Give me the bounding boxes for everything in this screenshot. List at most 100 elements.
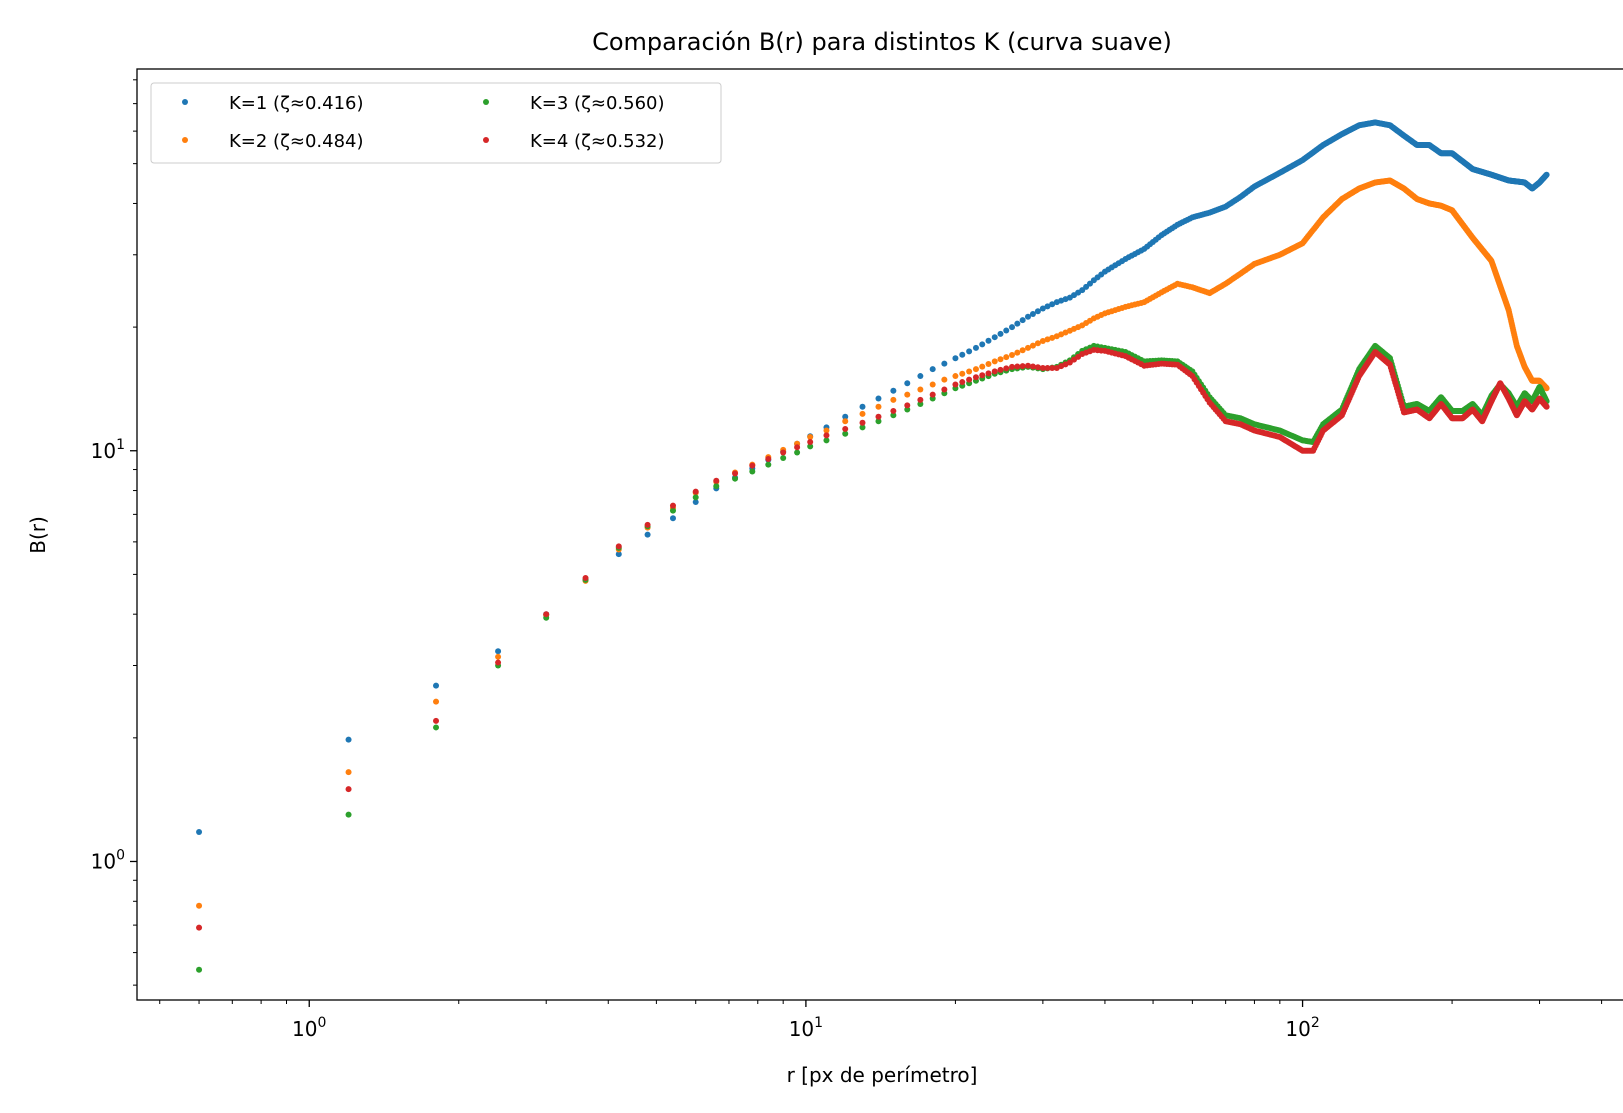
data-point (713, 483, 720, 490)
data-point (1009, 363, 1016, 370)
data-point (842, 425, 849, 432)
data-point (997, 356, 1004, 363)
data-point (1014, 349, 1021, 356)
data-point (765, 455, 772, 462)
data-point (1034, 340, 1041, 347)
data-point (794, 444, 801, 451)
data-point (875, 395, 882, 402)
data-point (823, 427, 830, 434)
data-point (941, 386, 948, 393)
data-point (495, 648, 502, 655)
data-point (997, 330, 1004, 337)
data-point (495, 659, 502, 666)
data-point (875, 403, 882, 410)
data-point (749, 462, 756, 469)
data-point (807, 434, 814, 441)
data-point (1019, 347, 1026, 354)
data-point (1024, 313, 1031, 320)
data-point (904, 380, 911, 387)
data-point (1044, 303, 1051, 310)
data-point (1029, 342, 1036, 349)
data-point (890, 396, 897, 403)
data-point (979, 372, 986, 379)
x-tick-label: 101 (789, 1015, 823, 1041)
data-point (1543, 403, 1550, 410)
data-point (1003, 354, 1010, 361)
data-point (890, 387, 897, 394)
data-point (997, 366, 1004, 373)
data-point (780, 455, 787, 462)
data-point (904, 402, 911, 409)
data-point (1034, 308, 1041, 315)
data-point (1049, 301, 1056, 308)
data-point (1049, 365, 1056, 372)
data-point (875, 418, 882, 425)
x-tick-label: 102 (1285, 1015, 1319, 1041)
legend-marker-k4 (483, 137, 489, 143)
legend-label-k3: K=3 (ζ≈0.560) (530, 93, 665, 114)
data-point (966, 368, 973, 375)
data-point (196, 924, 203, 931)
data-point (1029, 363, 1036, 370)
data-point (692, 499, 699, 506)
data-point (1014, 363, 1021, 370)
data-point (1009, 352, 1016, 359)
data-point (732, 470, 739, 477)
x-tick-label: 100 (292, 1015, 326, 1041)
data-point (823, 432, 830, 439)
data-point (433, 724, 440, 731)
data-point (972, 374, 979, 381)
data-point (692, 494, 699, 501)
data-point (1024, 344, 1031, 351)
data-point (669, 507, 676, 514)
data-point (917, 396, 924, 403)
data-point (1019, 363, 1026, 370)
data-point (732, 475, 739, 482)
legend-marker-k2 (182, 137, 188, 143)
data-point (1039, 365, 1046, 372)
data-point (959, 351, 966, 358)
data-point (890, 407, 897, 414)
data-point (794, 449, 801, 456)
data-point (859, 410, 866, 417)
data-point (952, 373, 959, 380)
data-point (1003, 365, 1010, 372)
data-point (991, 334, 998, 341)
data-point (713, 477, 720, 484)
y-tick-label: 101 (91, 437, 125, 463)
chart-title: Comparación B(r) para distintos K (curva… (592, 28, 1172, 56)
data-point (985, 370, 992, 377)
legend-marker-k1 (182, 99, 188, 105)
data-points-layer (196, 119, 1550, 973)
data-point (959, 370, 966, 377)
data-point (765, 461, 772, 468)
data-point (1039, 305, 1046, 312)
data-point (433, 717, 440, 724)
series-k2 (196, 177, 1550, 909)
data-point (669, 502, 676, 509)
data-point (979, 363, 986, 370)
legend: K=1 (ζ≈0.416) K=2 (ζ≈0.484) K=3 (ζ≈0.560… (150, 82, 722, 164)
data-point (644, 521, 651, 528)
series-k4 (196, 346, 1550, 931)
data-point (495, 653, 502, 660)
data-point (582, 574, 589, 581)
data-point (985, 337, 992, 344)
data-point (615, 551, 622, 558)
data-point (692, 488, 699, 495)
data-point (966, 376, 973, 383)
data-point (929, 391, 936, 398)
data-point (1044, 336, 1051, 343)
data-point (345, 786, 352, 793)
data-point (1014, 320, 1021, 327)
data-point (1039, 338, 1046, 345)
data-point (615, 543, 622, 550)
data-point (842, 418, 849, 425)
y-tick-label: 100 (91, 847, 125, 873)
legend-label-k1: K=1 (ζ≈0.416) (229, 93, 364, 114)
data-point (941, 360, 948, 367)
y-axis-label: B(r) (26, 516, 50, 554)
data-point (952, 381, 959, 388)
legend-marker-k3 (483, 99, 489, 105)
